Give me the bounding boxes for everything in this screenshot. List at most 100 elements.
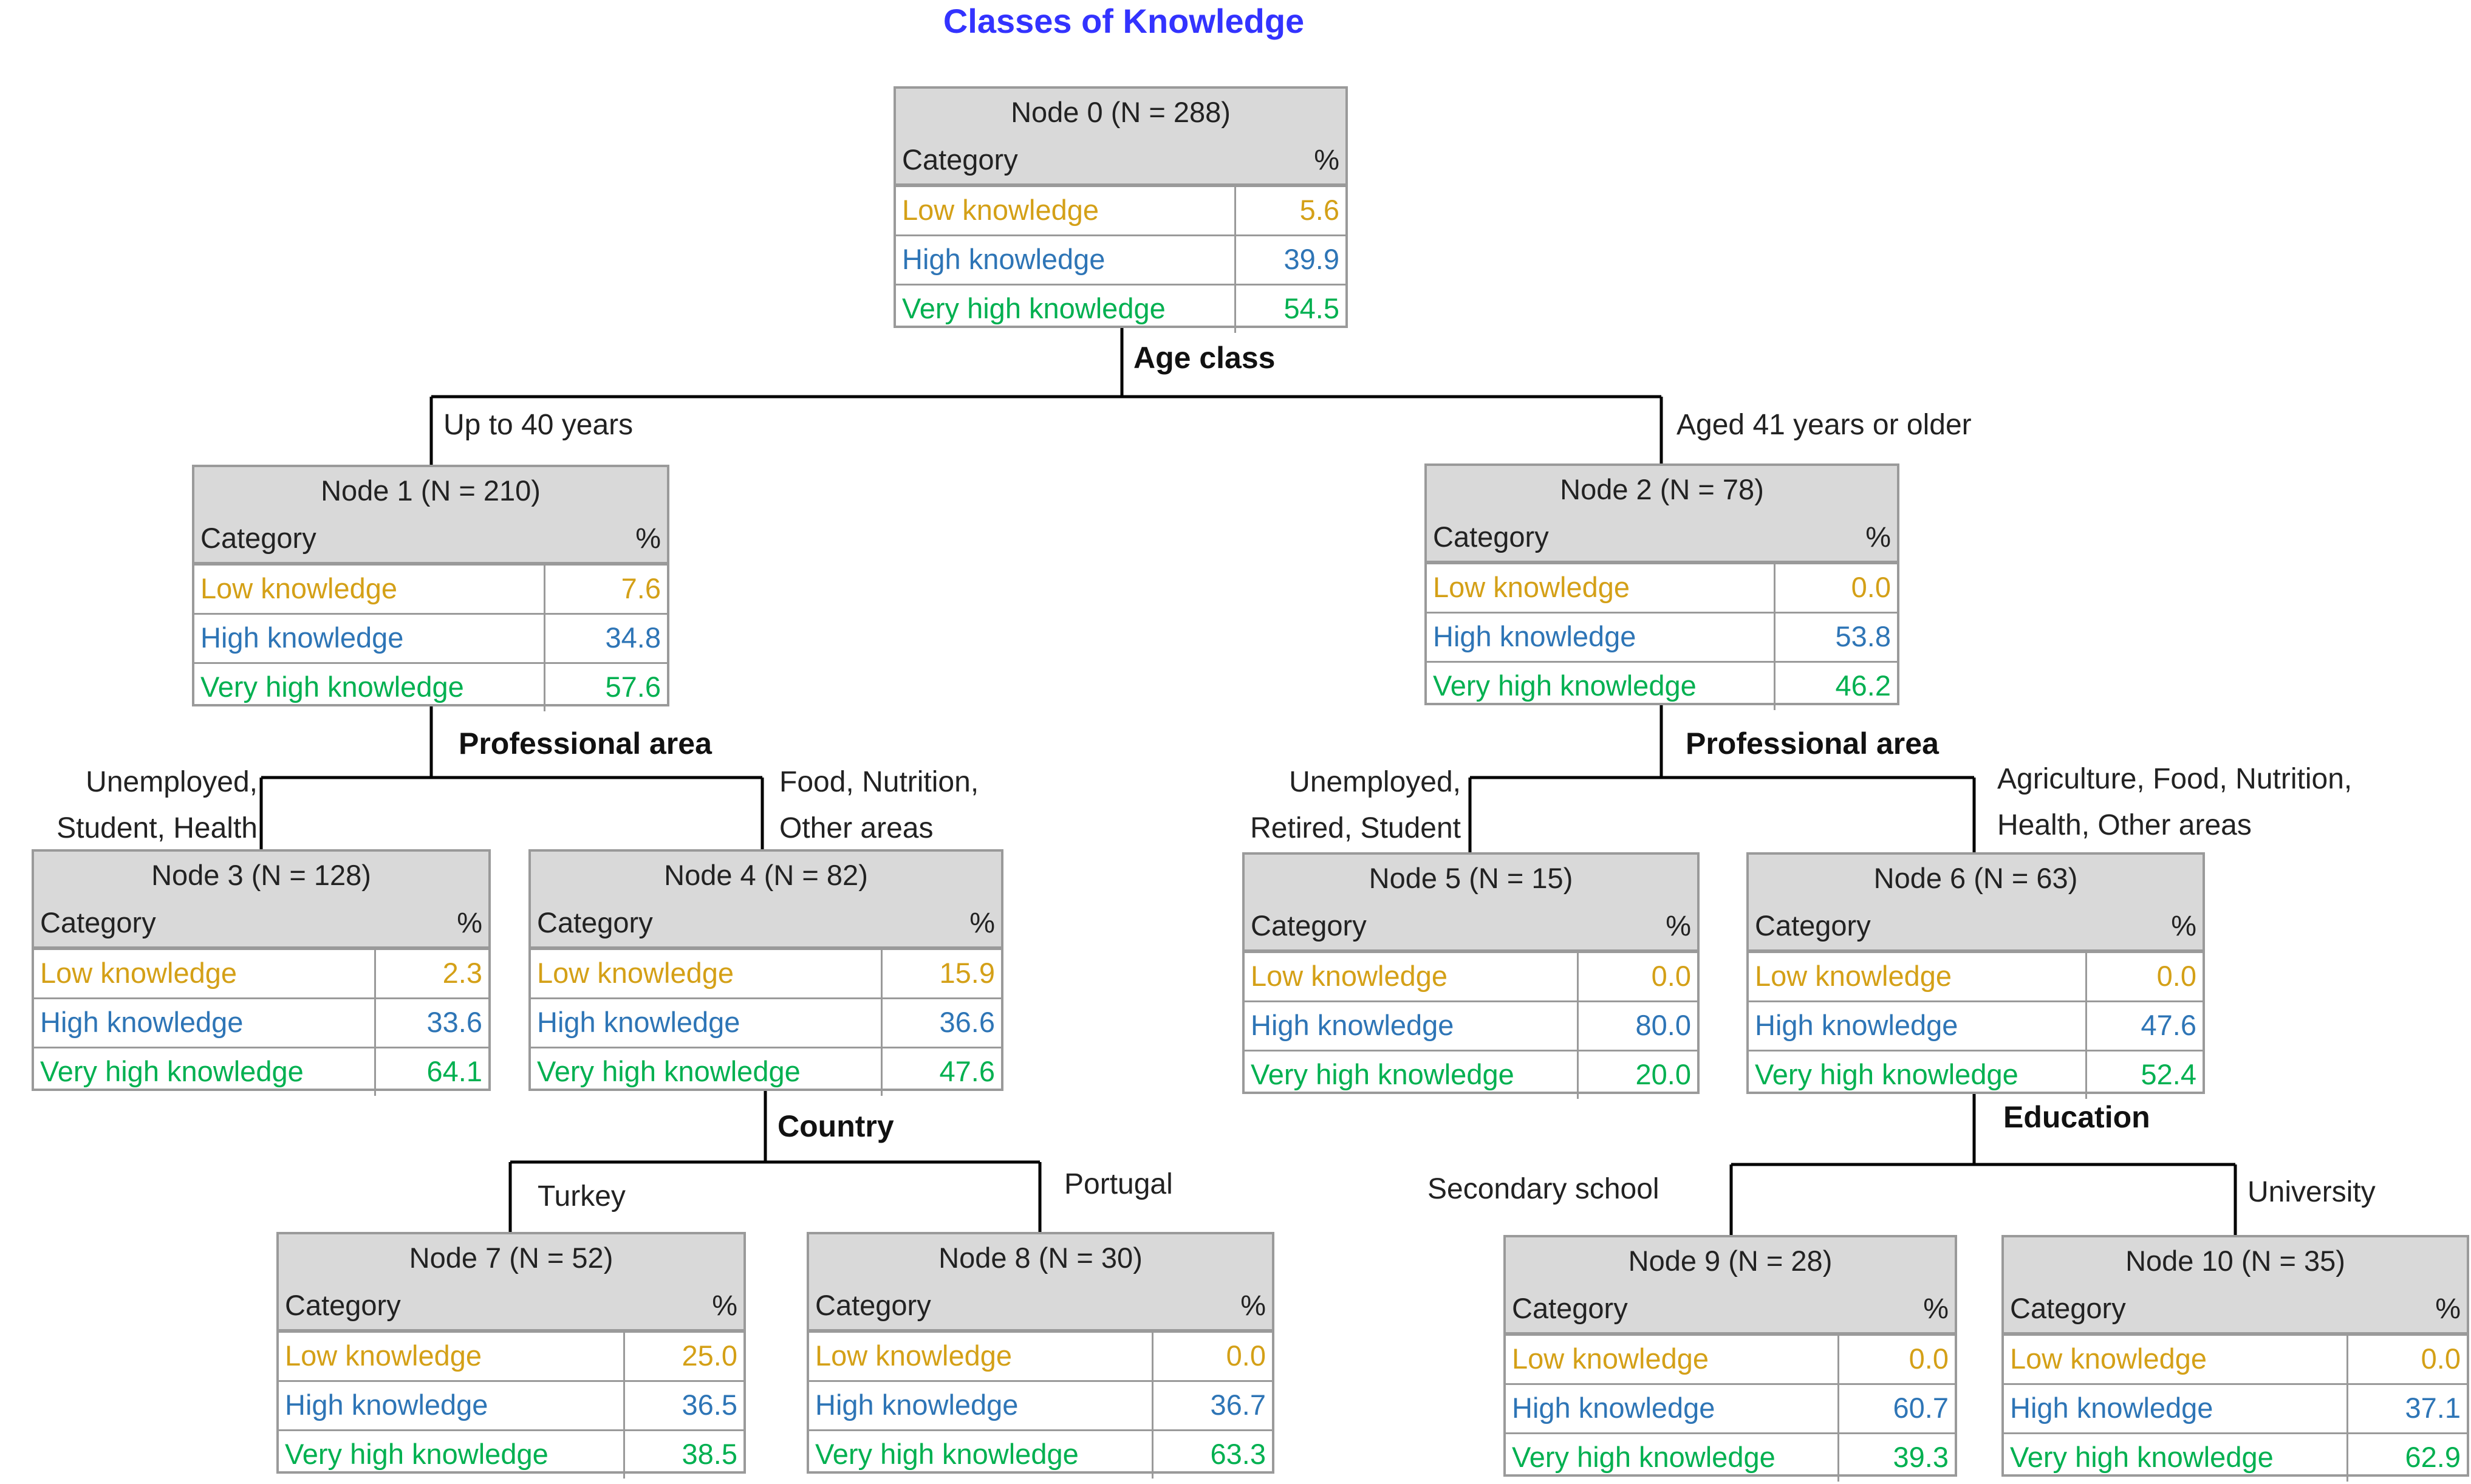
low-knowledge-label: Low knowledge [1749, 953, 2087, 1000]
branch-label-portugal: Portugal [1064, 1168, 1173, 1200]
split-label-education: Education [2003, 1100, 2150, 1134]
low-knowledge-label: Low knowledge [279, 1333, 625, 1380]
low-knowledge-label: Low knowledge [194, 566, 545, 613]
category-header: Category [1433, 521, 1549, 553]
percent-header: % [969, 906, 995, 939]
very-high-knowledge-value: 64.1 [426, 1055, 482, 1087]
high-knowledge-value: 36.7 [1210, 1389, 1266, 1421]
very-high-knowledge-value: 63.3 [1210, 1438, 1266, 1470]
very-high-knowledge-value: 39.3 [1893, 1441, 1949, 1473]
category-header: Category [2010, 1292, 2126, 1324]
low-knowledge-label: Low knowledge [2004, 1336, 2348, 1383]
category-header: Category [537, 906, 653, 939]
percent-header: % [2435, 1292, 2461, 1324]
node-7: Node 7 (N = 52) Category% Low knowledge 2… [276, 1232, 746, 1479]
high-knowledge-label: High knowledge [279, 1382, 625, 1429]
high-knowledge-value: 47.6 [2141, 1009, 2196, 1041]
node-title: Node 8 (N = 30) [938, 1242, 1143, 1274]
branch-label-food-nutrition-other: Food, Nutrition, Other areas [779, 766, 979, 844]
branch-label-unemployed-student-health: Unemployed, Student, Health [56, 766, 258, 844]
very-high-knowledge-value: 46.2 [1835, 669, 1891, 702]
very-high-knowledge-label: Very high knowledge [896, 286, 1236, 333]
low-knowledge-label: Low knowledge [34, 950, 376, 997]
high-knowledge-value: 53.8 [1835, 620, 1891, 652]
low-knowledge-value: 0.0 [2156, 960, 2196, 992]
category-header: Category [200, 522, 316, 554]
category-header: Category [902, 143, 1018, 176]
low-knowledge-value: 0.0 [1651, 960, 1691, 992]
node-title: Node 5 (N = 15) [1369, 862, 1573, 894]
node-title: Node 10 (N = 35) [2125, 1245, 2345, 1277]
very-high-knowledge-value: 20.0 [1635, 1058, 1691, 1090]
high-knowledge-value: 33.6 [426, 1006, 482, 1038]
low-knowledge-value: 15.9 [939, 957, 995, 989]
percent-header: % [1314, 143, 1339, 176]
very-high-knowledge-label: Very high knowledge [2004, 1434, 2348, 1482]
low-knowledge-value: 0.0 [1226, 1339, 1266, 1372]
node-title: Node 4 (N = 82) [664, 859, 868, 891]
node-8: Node 8 (N = 30) Category% Low knowledge 0… [807, 1232, 1274, 1479]
category-header: Category [1512, 1292, 1628, 1324]
low-knowledge-value: 0.0 [2421, 1342, 2461, 1375]
percent-header: % [457, 906, 482, 939]
high-knowledge-value: 34.8 [605, 621, 661, 654]
percent-header: % [2171, 909, 2196, 942]
very-high-knowledge-label: Very high knowledge [1749, 1051, 2087, 1099]
branch-label-aged-41-or-older: Aged 41 years or older [1676, 409, 1972, 441]
node-1: Node 1 (N = 210) Category% Low knowledge… [192, 465, 669, 711]
branch-label-up-to-40: Up to 40 years [443, 409, 634, 441]
very-high-knowledge-label: Very high knowledge [194, 664, 545, 711]
category-header: Category [40, 906, 156, 939]
high-knowledge-label: High knowledge [1506, 1385, 1839, 1432]
category-header: Category [1755, 909, 1871, 942]
split-label-country: Country [778, 1109, 894, 1143]
high-knowledge-label: High knowledge [194, 615, 545, 662]
split-label-professional-area-right: Professional area [1686, 727, 1939, 761]
node-2: Node 2 (N = 78) Category% Low knowledge 0… [1424, 463, 1899, 710]
high-knowledge-label: High knowledge [809, 1382, 1153, 1429]
percent-header: % [1923, 1292, 1949, 1324]
percent-header: % [1666, 909, 1691, 942]
low-knowledge-label: Low knowledge [809, 1333, 1153, 1380]
high-knowledge-label: High knowledge [531, 999, 883, 1047]
percent-header: % [635, 522, 661, 554]
split-label-professional-area-left: Professional area [459, 727, 712, 761]
high-knowledge-value: 80.0 [1635, 1009, 1691, 1041]
node-title: Node 9 (N = 28) [1628, 1245, 1833, 1277]
very-high-knowledge-label: Very high knowledge [809, 1431, 1153, 1479]
node-title: Node 2 (N = 78) [1560, 473, 1764, 505]
high-knowledge-label: High knowledge [1245, 1002, 1579, 1050]
low-knowledge-label: Low knowledge [531, 950, 883, 997]
percent-header: % [1865, 521, 1891, 553]
node-title: Node 7 (N = 52) [409, 1242, 613, 1274]
high-knowledge-value: 60.7 [1893, 1392, 1949, 1424]
node-title: Node 0 (N = 288) [1011, 96, 1231, 128]
very-high-knowledge-value: 38.5 [682, 1438, 737, 1470]
branch-label-turkey: Turkey [538, 1180, 626, 1212]
diagram-title: Classes of Knowledge [943, 2, 1305, 40]
node-title: Node 1 (N = 210) [321, 474, 541, 507]
branch-label-university: University [2247, 1176, 2376, 1208]
very-high-knowledge-label: Very high knowledge [1245, 1051, 1579, 1099]
category-header: Category [285, 1289, 401, 1321]
percent-header: % [1240, 1289, 1266, 1321]
very-high-knowledge-value: 54.5 [1283, 292, 1339, 324]
very-high-knowledge-label: Very high knowledge [279, 1431, 625, 1479]
node-6: Node 6 (N = 63) Category% Low knowledge 0… [1746, 852, 2205, 1099]
branch-label-secondary-school: Secondary school [1427, 1173, 1659, 1205]
node-title: Node 3 (N = 128) [151, 859, 371, 891]
node-9: Node 9 (N = 28) Category% Low knowledge 0… [1503, 1235, 1957, 1482]
high-knowledge-label: High knowledge [1427, 614, 1775, 661]
low-knowledge-value: 0.0 [1851, 571, 1891, 603]
very-high-knowledge-label: Very high knowledge [34, 1048, 376, 1096]
very-high-knowledge-value: 47.6 [939, 1055, 995, 1087]
very-high-knowledge-value: 62.9 [2405, 1441, 2461, 1473]
high-knowledge-value: 36.5 [682, 1389, 737, 1421]
high-knowledge-label: High knowledge [896, 236, 1236, 284]
low-knowledge-value: 5.6 [1299, 194, 1339, 226]
branch-label-unemployed-retired-student: Unemployed, Retired, Student [1250, 766, 1461, 844]
high-knowledge-value: 36.6 [939, 1006, 995, 1038]
high-knowledge-label: High knowledge [2004, 1385, 2348, 1432]
